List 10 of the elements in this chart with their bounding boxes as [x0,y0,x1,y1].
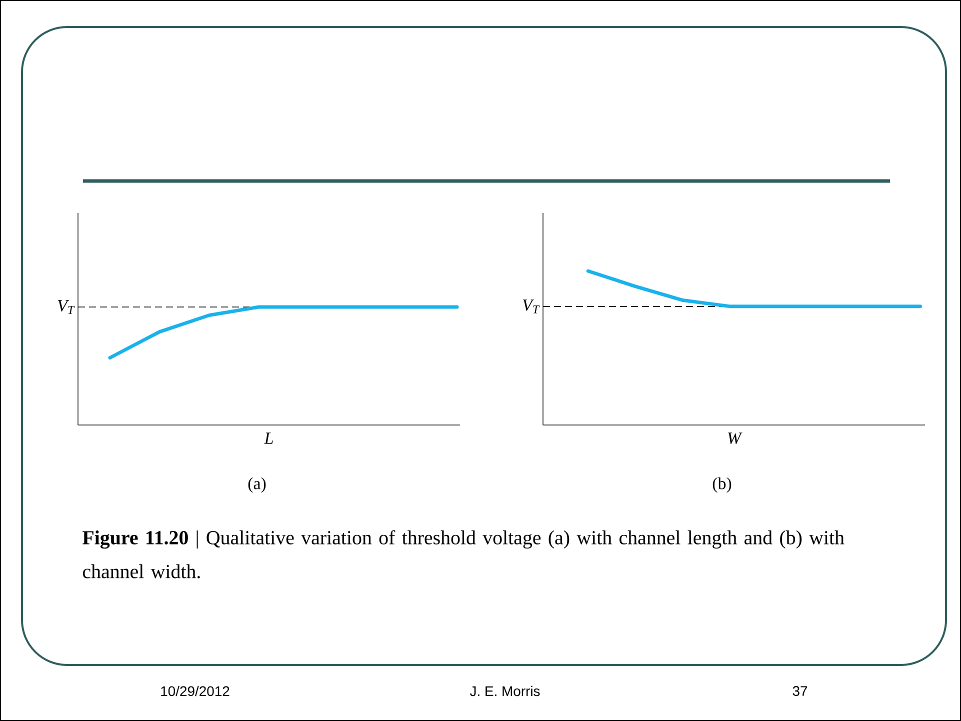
text: 10/29/2012 [161,686,230,696]
x-axis-title: W [728,432,742,444]
text: Figure 11.20 | Qualitative variation of threshold voltage (a) with channel length and (b) with channel width. [82,530,844,578]
ref-line-label: V$_{T}$ [58,300,75,314]
text: (a) [248,477,266,493]
text: 37 [792,686,808,696]
x-axis-title: L [264,432,273,444]
text: (b) [712,477,732,493]
ref-line-label: V$_{T}$ [522,300,540,314]
text: J. E. Morris [470,686,540,696]
